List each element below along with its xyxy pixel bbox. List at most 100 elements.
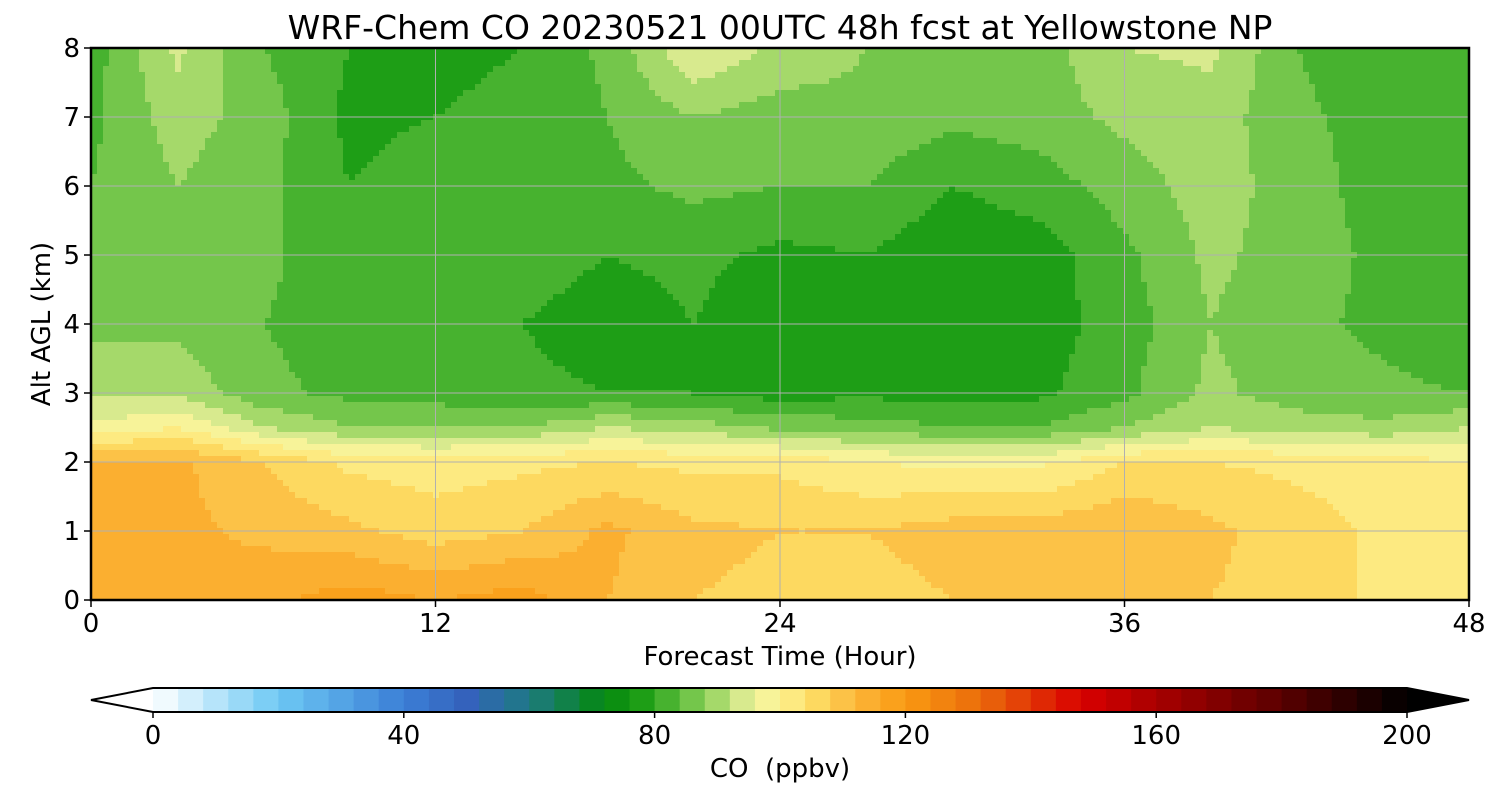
heatmap-cell	[1333, 48, 1340, 55]
heatmap-cell	[259, 120, 266, 127]
heatmap-cell	[223, 102, 230, 109]
heatmap-cell	[583, 102, 590, 109]
heatmap-cell	[349, 96, 356, 103]
heatmap-cell	[151, 72, 158, 79]
heatmap-cell	[961, 54, 968, 61]
heatmap-cell	[313, 132, 320, 139]
heatmap-cell	[1015, 96, 1022, 103]
heatmap-cell	[1231, 72, 1238, 79]
heatmap-cell	[451, 102, 458, 109]
heatmap-cell	[193, 96, 200, 103]
heatmap-cell	[493, 108, 500, 115]
heatmap-cell	[1033, 168, 1040, 175]
heatmap-cell	[1387, 66, 1394, 73]
heatmap-cell	[1165, 48, 1172, 55]
heatmap-cell	[1375, 78, 1382, 85]
heatmap-cell	[907, 162, 914, 169]
heatmap-cell	[253, 108, 260, 115]
heatmap-cell	[805, 168, 812, 175]
heatmap-cell	[967, 66, 974, 73]
heatmap-cell	[211, 108, 218, 115]
heatmap-cell	[253, 138, 260, 145]
heatmap-cell	[949, 168, 956, 175]
heatmap-cell	[1327, 108, 1334, 115]
heatmap-cell	[1453, 168, 1460, 175]
heatmap-cell	[517, 84, 524, 91]
heatmap-cell	[1231, 168, 1238, 175]
heatmap-cell	[427, 138, 434, 145]
heatmap-cell	[1021, 174, 1028, 181]
heatmap-cell	[787, 60, 794, 67]
heatmap-cell	[643, 84, 650, 91]
heatmap-cell	[649, 66, 656, 73]
heatmap-cell	[781, 72, 788, 79]
heatmap-cell	[637, 144, 644, 151]
heatmap-cell	[265, 48, 272, 55]
heatmap-cell	[1081, 108, 1088, 115]
heatmap-cell	[319, 84, 326, 91]
heatmap-cell	[379, 84, 386, 91]
heatmap-cell	[589, 150, 596, 157]
heatmap-cell	[1063, 126, 1070, 133]
heatmap-cell	[541, 132, 548, 139]
heatmap-cell	[961, 66, 968, 73]
heatmap-cell	[757, 96, 764, 103]
heatmap-cell	[1231, 120, 1238, 127]
heatmap-cell	[565, 138, 572, 145]
heatmap-cell	[889, 102, 896, 109]
heatmap-cell	[871, 102, 878, 109]
heatmap-cell	[595, 54, 602, 61]
heatmap-cell	[145, 54, 152, 61]
heatmap-cell	[1231, 90, 1238, 97]
heatmap-cell	[439, 48, 446, 55]
heatmap-cell	[1303, 156, 1310, 163]
heatmap-cell	[229, 96, 236, 103]
heatmap-cell	[253, 144, 260, 151]
heatmap-cell	[1351, 138, 1358, 145]
heatmap-cell	[1381, 120, 1388, 127]
heatmap-cell	[1021, 150, 1028, 157]
heatmap-cell	[1033, 96, 1040, 103]
heatmap-cell	[1465, 120, 1470, 127]
heatmap-cell	[541, 66, 548, 73]
heatmap-cell	[1075, 54, 1082, 61]
heatmap-cell	[199, 108, 206, 115]
heatmap-cell	[541, 84, 548, 91]
heatmap-cell	[397, 48, 404, 55]
heatmap-cell	[373, 132, 380, 139]
heatmap-cell	[355, 72, 362, 79]
heatmap-cell	[1363, 96, 1370, 103]
heatmap-cell	[1393, 84, 1400, 91]
heatmap-cell	[421, 84, 428, 91]
heatmap-cell	[1249, 132, 1256, 139]
heatmap-cell	[829, 108, 836, 115]
heatmap-cell	[1273, 72, 1280, 79]
heatmap-cell	[1171, 162, 1178, 169]
heatmap-cell	[265, 168, 272, 175]
heatmap-cell	[721, 96, 728, 103]
heatmap-cell	[487, 84, 494, 91]
heatmap-cell	[793, 102, 800, 109]
heatmap-cell	[1003, 150, 1010, 157]
heatmap-cell	[481, 96, 488, 103]
heatmap-cell	[991, 144, 998, 151]
heatmap-cell	[349, 120, 356, 127]
heatmap-cell	[1423, 60, 1430, 67]
heatmap-cell	[1303, 54, 1310, 61]
heatmap-cell	[187, 90, 194, 97]
heatmap-cell	[811, 78, 818, 85]
heatmap-cell	[1027, 102, 1034, 109]
heatmap-cell	[1273, 102, 1280, 109]
heatmap-cell	[1081, 144, 1088, 151]
heatmap-cell	[925, 72, 932, 79]
heatmap-cell	[985, 156, 992, 163]
heatmap-cell	[553, 108, 560, 115]
heatmap-cell	[661, 60, 668, 67]
heatmap-cell	[931, 72, 938, 79]
heatmap-cell	[967, 102, 974, 109]
heatmap-cell	[139, 72, 146, 79]
heatmap-cell	[931, 132, 938, 139]
heatmap-cell	[1045, 150, 1052, 157]
heatmap-cell	[145, 48, 152, 55]
heatmap-cell	[1099, 168, 1106, 175]
